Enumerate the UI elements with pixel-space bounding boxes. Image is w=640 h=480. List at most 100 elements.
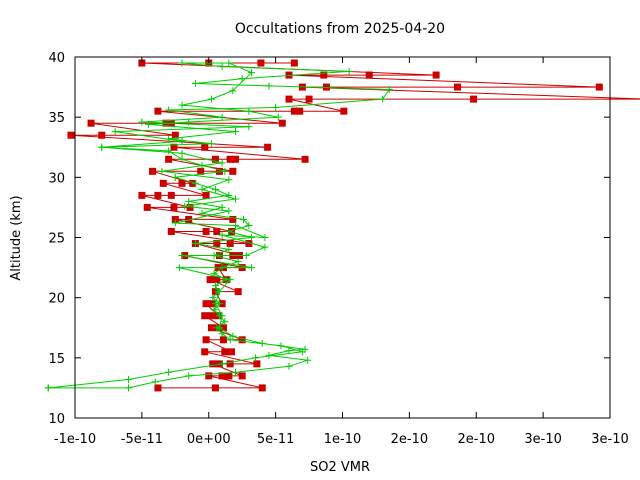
data-point-square: [211, 384, 219, 392]
data-point-square: [201, 143, 209, 151]
data-point-plus: [218, 330, 226, 338]
data-point-plus: [252, 354, 260, 362]
data-point-square: [320, 71, 328, 79]
data-point-square: [296, 107, 304, 115]
data-point-square: [202, 191, 210, 199]
data-point-plus: [232, 368, 239, 376]
data-point-plus: [191, 240, 199, 248]
data-point-plus: [218, 264, 226, 272]
data-point-plus: [298, 348, 306, 356]
data-point-plus: [265, 351, 273, 359]
data-point-square: [278, 119, 286, 127]
data-point-plus: [158, 167, 166, 175]
data-point-plus: [274, 113, 282, 121]
data-point-plus: [191, 79, 199, 87]
data-point-square: [207, 324, 215, 332]
data-point-square: [138, 59, 146, 67]
y-tick-label: 30: [48, 171, 65, 186]
data-point-plus: [229, 87, 237, 95]
data-point-plus: [225, 59, 233, 67]
data-point-plus: [240, 215, 248, 223]
data-point-square: [470, 95, 478, 103]
data-point-plus: [245, 221, 253, 229]
data-point-square: [219, 324, 227, 332]
data-point-square: [226, 360, 234, 368]
y-tick-label: 35: [48, 111, 65, 126]
data-point-square: [227, 348, 235, 356]
data-point-plus: [218, 113, 226, 121]
x-tick-label: 1e-10: [324, 432, 362, 447]
data-point-plus: [151, 378, 159, 386]
data-point-square: [232, 155, 239, 163]
data-point-square: [290, 59, 298, 67]
data-point-square: [340, 107, 348, 115]
y-tick-label: 20: [48, 292, 65, 307]
data-point-plus: [277, 342, 285, 350]
data-point-plus: [138, 118, 146, 126]
data-point-square: [170, 143, 178, 151]
data-point-plus: [248, 264, 256, 272]
data-point-plus: [211, 185, 219, 193]
y-tick-label: 10: [48, 412, 65, 427]
data-point-square: [197, 167, 205, 175]
data-point-plus: [125, 384, 132, 392]
data-point-plus: [248, 69, 256, 77]
data-point-plus: [245, 123, 253, 131]
data-point-plus: [210, 306, 218, 314]
data-point-square: [219, 336, 227, 344]
data-point-square: [213, 227, 221, 235]
data-point-square: [221, 348, 229, 356]
x-tick-label: -5e-11: [121, 432, 163, 447]
data-point-plus: [345, 67, 353, 75]
data-point-square: [165, 155, 173, 163]
x-tick-label: 3e-10: [524, 432, 562, 447]
data-point-plus: [265, 82, 273, 90]
data-point-plus: [209, 294, 217, 302]
data-point-plus: [248, 234, 256, 241]
data-point-square: [98, 131, 106, 139]
data-point-square: [213, 276, 221, 284]
data-point-square: [253, 360, 261, 368]
x-tick-label: 2e-10: [457, 432, 495, 447]
data-point-plus: [178, 101, 186, 109]
data-point-plus: [165, 147, 173, 155]
data-point-plus: [234, 258, 242, 266]
data-point-plus: [218, 63, 226, 71]
data-point-square: [211, 155, 219, 163]
data-point-plus: [198, 185, 206, 193]
data-point-square: [178, 179, 186, 187]
data-point-plus: [232, 128, 239, 136]
data-point-square: [595, 83, 603, 91]
series-layer: [44, 59, 640, 392]
data-point-plus: [261, 234, 269, 241]
series-line: [70, 62, 640, 389]
data-point-plus: [178, 252, 186, 260]
data-point-square: [159, 179, 167, 187]
data-point-plus: [225, 207, 233, 215]
axis-ticks: -1e-10 -5e-11 0e+00 5e-11 1e-10 2e-10 2e-10 3e-…: [48, 51, 628, 447]
data-point-square: [432, 71, 440, 79]
data-point-plus: [221, 167, 229, 175]
data-point-plus: [214, 288, 222, 296]
data-point-plus: [207, 140, 215, 148]
x-tick-label: -1e-10: [54, 432, 96, 447]
data-point-plus: [225, 191, 233, 199]
data-point-plus: [226, 336, 234, 344]
data-point-square: [238, 336, 246, 344]
data-point-plus: [229, 332, 237, 340]
data-point-plus: [171, 219, 179, 227]
data-point-plus: [191, 179, 199, 187]
data-point-square: [201, 348, 209, 356]
data-point-square: [264, 143, 272, 151]
data-point-square: [154, 191, 162, 199]
data-point-square: [167, 227, 175, 235]
data-point-square: [154, 384, 162, 392]
data-point-plus: [98, 143, 106, 151]
data-point-square: [205, 372, 213, 380]
data-point-plus: [198, 209, 206, 217]
x-tick-label: 0e+00: [187, 432, 231, 447]
data-point-plus: [225, 227, 233, 235]
data-point-plus: [232, 221, 239, 229]
